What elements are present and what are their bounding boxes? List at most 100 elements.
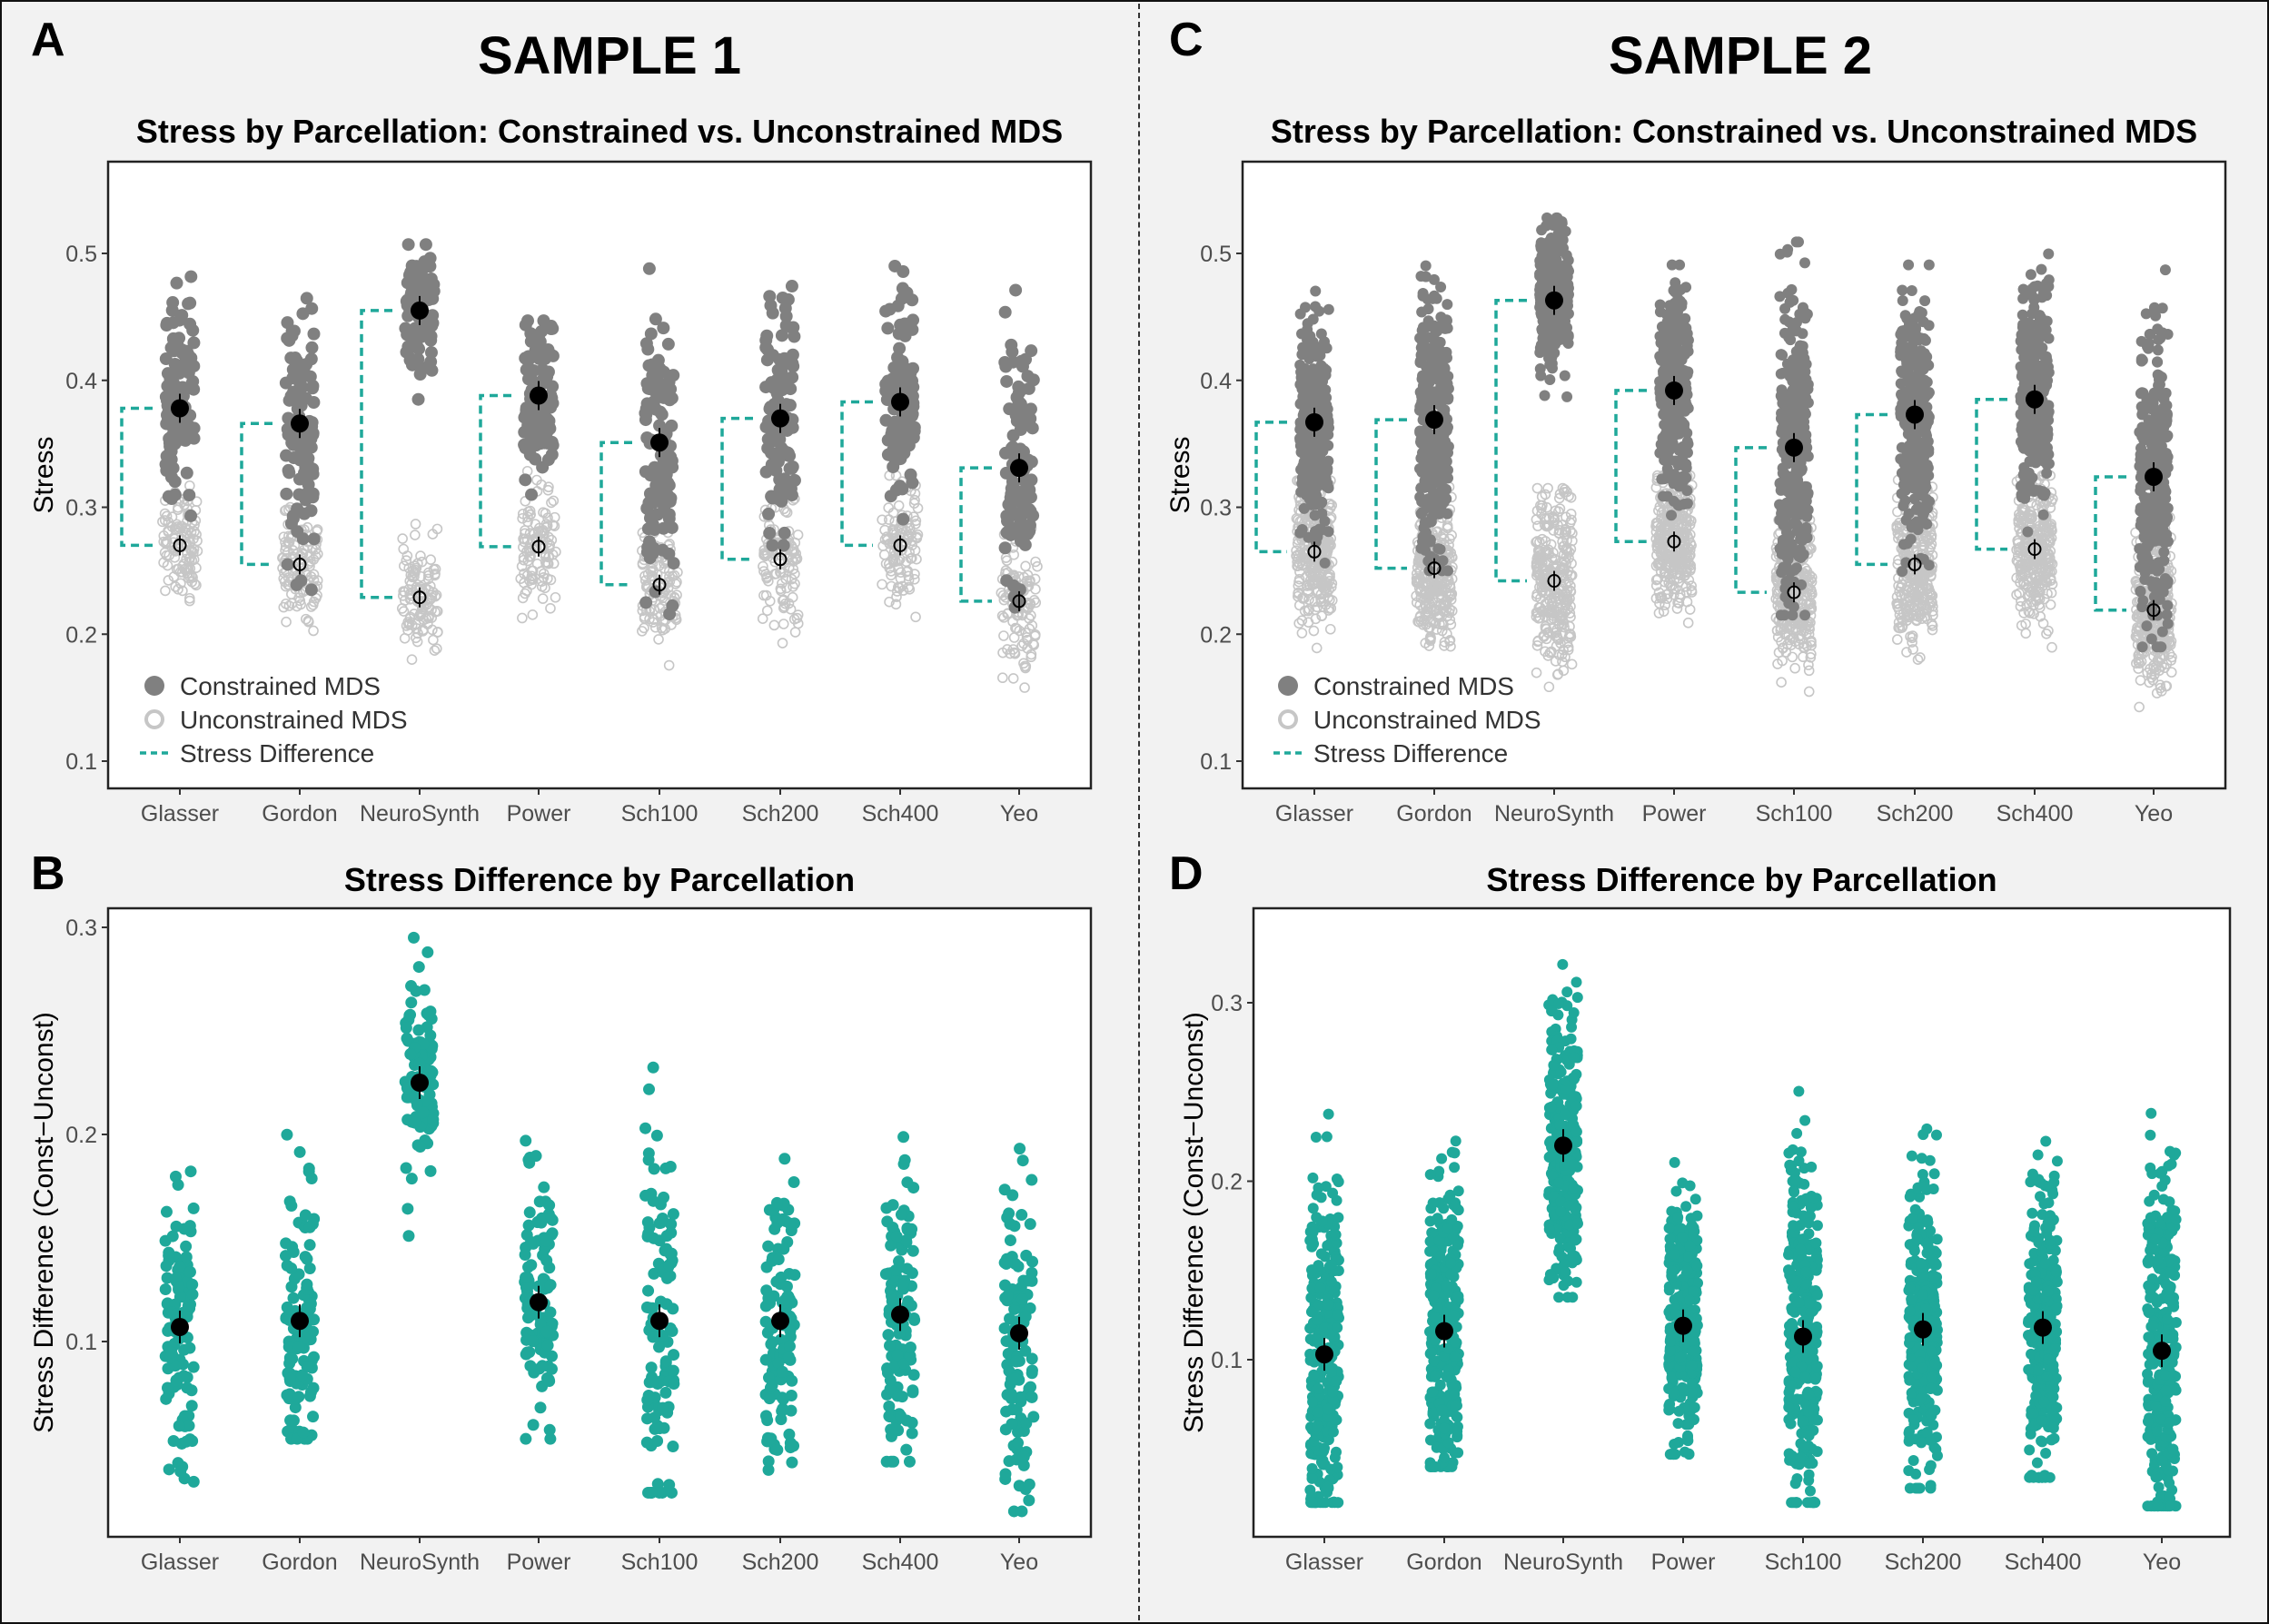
constrained-point [642, 262, 656, 275]
constrained-point [298, 507, 312, 520]
constrained-point [998, 305, 1012, 319]
unconstrained-point [522, 555, 534, 567]
constrained-point [305, 341, 319, 354]
constrained-point [1014, 422, 1027, 436]
unconstrained-point [644, 613, 655, 625]
y-tick-label: 0.2 [65, 1123, 97, 1148]
difference-point [173, 1261, 186, 1273]
unconstrained-point [183, 556, 195, 568]
difference-point [903, 1455, 916, 1468]
constrained-point [411, 392, 425, 406]
unconstrained-point [427, 529, 439, 540]
unconstrained-point [649, 614, 659, 625]
difference-point [170, 1220, 183, 1233]
unconstrained-point [429, 569, 441, 581]
difference-point [649, 1411, 661, 1424]
y-tick-label: 0.1 [1200, 749, 1232, 775]
difference-point [785, 1390, 798, 1402]
constrained-point [1015, 354, 1028, 368]
unconstrained-point [540, 551, 551, 562]
constrained-point [299, 460, 312, 474]
constrained-point [164, 452, 178, 466]
difference-point [999, 1468, 1012, 1480]
difference-point [163, 1463, 175, 1476]
x-tick-label: Glasser [141, 801, 219, 827]
constrained-point [286, 371, 300, 385]
difference-point [897, 1278, 909, 1291]
constrained-point [184, 270, 198, 283]
constrained-point [786, 348, 799, 361]
constrained-point [281, 316, 294, 330]
difference-point [768, 1223, 781, 1235]
constrained-point [399, 322, 412, 335]
difference-point [646, 1486, 659, 1499]
unconstrained-point [535, 566, 547, 577]
difference-point [1027, 1411, 1040, 1423]
constrained-point [898, 329, 912, 342]
x-tick-label: Power [507, 801, 571, 827]
difference-point [770, 1196, 783, 1209]
difference-point [783, 1340, 796, 1352]
constrained-point [1006, 480, 1020, 494]
constrained-point [884, 490, 897, 503]
difference-point [520, 1346, 533, 1359]
stress-difference-bracket [240, 421, 272, 567]
difference-point [661, 1272, 674, 1284]
unconstrained-point [520, 496, 531, 507]
difference-point [1016, 1154, 1029, 1167]
difference-point [160, 1392, 173, 1405]
difference-point [401, 1203, 414, 1215]
y-axis-title: Stress Difference (Const−Unconst) [29, 1012, 59, 1433]
unconstrained-point [415, 550, 426, 561]
constrained-point [787, 360, 800, 373]
difference-point [183, 1342, 196, 1354]
unconstrained-point [545, 602, 556, 614]
difference-point [543, 1374, 556, 1387]
constrained-point [639, 596, 653, 609]
difference-point [762, 1292, 775, 1304]
constrained-point [306, 381, 320, 395]
constrained-mean [530, 386, 548, 405]
constrained-point [785, 280, 798, 293]
constrained-point [1000, 574, 1014, 588]
difference-point [424, 1164, 437, 1177]
unconstrained-point [432, 627, 443, 638]
stress-difference-bracket [720, 416, 753, 561]
unconstrained-point [517, 612, 528, 624]
constrained-point [525, 488, 539, 501]
difference-point [778, 1243, 790, 1255]
difference-point [647, 1375, 659, 1388]
constrained-point [663, 608, 677, 621]
unconstrained-point [169, 551, 181, 563]
constrained-point [418, 255, 431, 269]
difference-point [296, 1369, 309, 1381]
unconstrained-point [548, 495, 560, 507]
constrained-point [304, 583, 318, 597]
constrained-point [642, 496, 656, 510]
constrained-point [657, 391, 670, 404]
difference-point [642, 1284, 655, 1297]
difference-point [762, 1455, 775, 1468]
constrained-point [307, 395, 321, 409]
unconstrained-point [302, 615, 314, 627]
unconstrained-point [426, 589, 438, 600]
difference-point [665, 1218, 678, 1231]
difference-point [880, 1202, 893, 1214]
difference-point [785, 1404, 798, 1417]
unconstrained-point [409, 609, 420, 619]
constrained-point [166, 296, 180, 310]
constrained-point [893, 480, 907, 493]
constrained-point [307, 327, 321, 341]
unconstrained-point [173, 523, 183, 535]
difference-mean [891, 1305, 909, 1324]
difference-point [297, 1426, 310, 1439]
difference-point [900, 1443, 913, 1456]
unconstrained-point [407, 570, 418, 582]
difference-point [301, 1253, 313, 1265]
difference-point [651, 1434, 664, 1447]
unconstrained-point [163, 575, 174, 586]
difference-point [1016, 1209, 1028, 1222]
difference-point [185, 1384, 198, 1397]
unconstrained-point [428, 634, 439, 646]
